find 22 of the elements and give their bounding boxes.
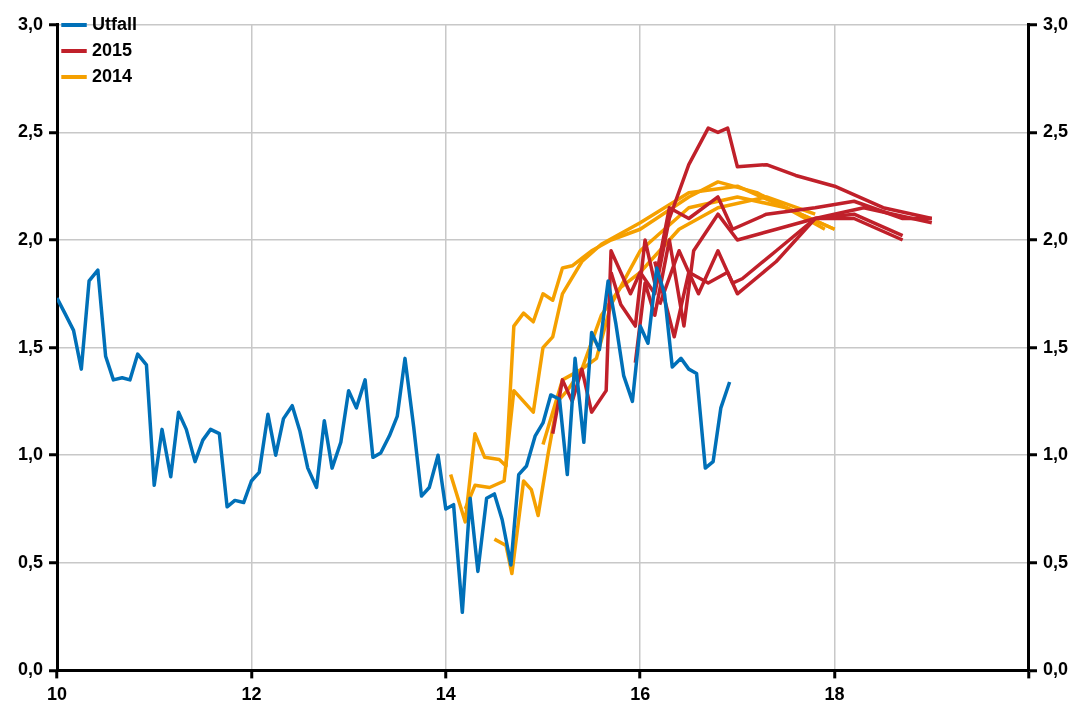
x-tick-label: 16 [630, 684, 651, 705]
y2-tick-label: 1,5 [1042, 336, 1069, 357]
x-tick-label: 10 [47, 684, 68, 705]
x-tick-label: 18 [824, 684, 845, 705]
x-tick-label: 14 [435, 684, 456, 705]
legend-label: Utfall [92, 13, 138, 34]
y-tick-label: 1,0 [17, 444, 44, 465]
y-tick-label: 1,5 [17, 336, 44, 357]
y-tick-label: 2,5 [17, 121, 44, 142]
x-tick-label: 12 [241, 684, 262, 705]
y2-tick-label: 2,5 [1042, 121, 1069, 142]
legend-label: 2014 [92, 65, 133, 86]
y2-tick-label: 2,0 [1042, 228, 1069, 249]
y-tick-label: 0,5 [17, 551, 44, 572]
legend-label: 2015 [92, 39, 133, 60]
y2-tick-label: 3,0 [1042, 13, 1069, 34]
y2-tick-label: 1,0 [1042, 444, 1069, 465]
y-tick-label: 0,0 [17, 659, 44, 680]
y-tick-label: 2,0 [17, 228, 44, 249]
y2-tick-label: 0,5 [1042, 551, 1069, 572]
y2-tick-label: 0,0 [1042, 659, 1069, 680]
y-tick-label: 3,0 [17, 13, 44, 34]
